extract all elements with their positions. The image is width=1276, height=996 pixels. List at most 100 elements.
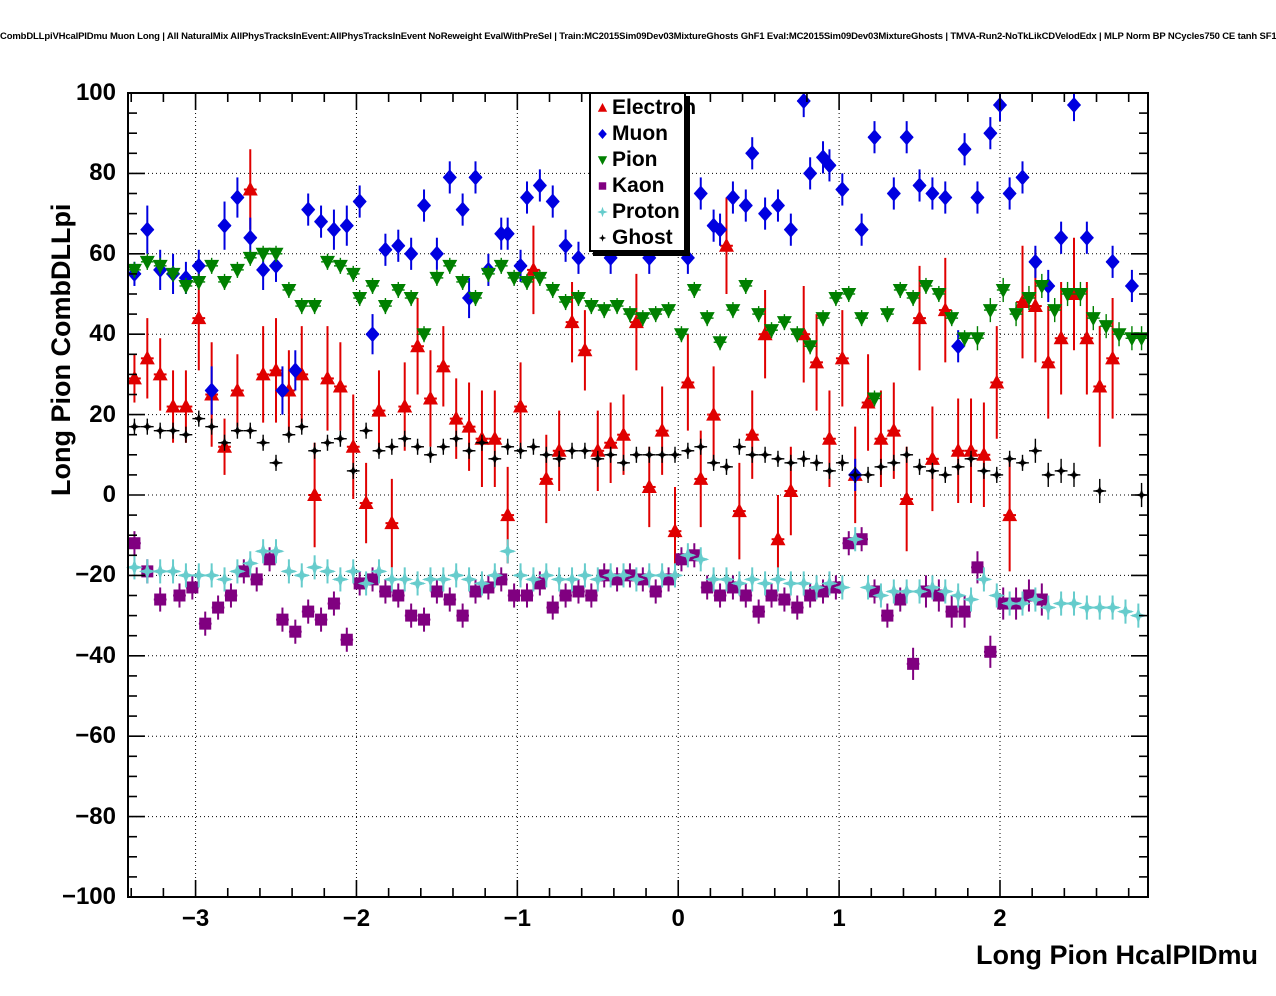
- small-star-marker: [598, 234, 607, 242]
- square-marker: [340, 633, 353, 646]
- small-star-marker: [192, 412, 205, 425]
- square-marker: [765, 589, 778, 602]
- star-marker: [1078, 599, 1096, 617]
- small-star-marker: [514, 444, 527, 457]
- small-star-marker: [965, 452, 978, 465]
- legend-marker-glyph: [597, 103, 608, 112]
- triangle-up-marker: [294, 366, 310, 381]
- small-star-marker: [1003, 452, 1016, 465]
- star-marker: [1039, 599, 1057, 617]
- diamond-marker: [1124, 277, 1139, 294]
- small-star-marker: [594, 227, 611, 249]
- legend-entry-electron[interactable]: Electron: [591, 95, 696, 121]
- triangle-up-marker: [757, 326, 773, 341]
- star-marker: [679, 546, 697, 564]
- star-marker: [216, 570, 234, 588]
- triangle-down-marker: [1060, 288, 1076, 302]
- small-star-marker: [1067, 468, 1080, 481]
- square-marker: [520, 589, 533, 602]
- small-star-marker: [398, 432, 411, 445]
- legend-entry-muon[interactable]: Muon: [591, 121, 684, 147]
- diamond-marker: [532, 177, 547, 194]
- small-star-marker: [257, 436, 270, 449]
- triangle-up-marker: [410, 338, 426, 353]
- small-star-marker: [231, 424, 244, 437]
- star-marker: [370, 562, 388, 580]
- y-tick-label: −40: [75, 641, 116, 669]
- legend-entry-pion[interactable]: Pion: [591, 147, 684, 173]
- triangle-up-marker: [1002, 507, 1018, 522]
- triangle-down-marker: [944, 312, 960, 327]
- star-marker: [756, 574, 774, 592]
- diamond-marker: [951, 338, 966, 355]
- triangle-down-marker: [390, 283, 406, 298]
- triangle-down-marker: [165, 267, 181, 282]
- small-star-marker: [643, 448, 656, 461]
- triangle-down-marker: [583, 300, 599, 315]
- triangle-up-marker: [319, 370, 335, 385]
- triangle-up-marker: [912, 310, 928, 325]
- small-star-marker: [437, 440, 450, 453]
- square-marker: [804, 589, 817, 602]
- star-marker: [537, 566, 555, 584]
- triangle-up-marker: [461, 418, 477, 433]
- triangle-down-marker: [519, 275, 535, 290]
- star-marker: [898, 582, 916, 600]
- star-marker: [743, 570, 761, 588]
- square-marker: [379, 585, 392, 598]
- small-star-marker: [733, 440, 746, 453]
- triangle-up-marker: [770, 531, 786, 546]
- legend-marker-glyph: [598, 129, 607, 139]
- square-marker: [186, 581, 199, 594]
- star-marker: [421, 570, 439, 588]
- diamond-marker: [191, 257, 206, 274]
- star-marker: [254, 542, 272, 560]
- diamond-marker: [1079, 229, 1094, 246]
- square-marker: [984, 645, 997, 658]
- triangle-up-marker: [680, 374, 696, 389]
- legend-entry-kaon[interactable]: Kaon: [591, 173, 684, 199]
- square-marker: [443, 593, 456, 606]
- triangle-up-marker: [229, 382, 245, 397]
- triangle-down-marker: [596, 304, 612, 319]
- diamond-marker: [230, 189, 245, 206]
- small-star-marker: [372, 444, 385, 457]
- square-marker: [958, 605, 971, 618]
- triangle-down-marker: [622, 308, 638, 323]
- triangle-up-marker: [976, 446, 992, 461]
- diamond-marker: [886, 185, 901, 202]
- triangle-down-marker: [429, 271, 445, 286]
- triangle-down-marker: [764, 324, 780, 339]
- triangle-up-marker: [139, 350, 155, 365]
- legend-entry-ghost[interactable]: Ghost: [591, 225, 684, 251]
- star-marker: [241, 554, 259, 572]
- triangle-up-marker: [126, 370, 142, 385]
- diamond-marker: [339, 217, 354, 234]
- star-marker: [692, 550, 710, 568]
- diamond-marker: [693, 185, 708, 202]
- small-star-marker: [527, 440, 540, 453]
- star-marker: [563, 570, 581, 588]
- triangle-down-marker: [1111, 328, 1127, 343]
- diamond-marker: [725, 189, 740, 206]
- legend-label: Ghost: [612, 226, 673, 249]
- small-star-marker: [617, 456, 630, 469]
- small-star-marker: [681, 444, 694, 457]
- triangle-up-marker: [422, 390, 438, 405]
- star-marker: [653, 566, 671, 584]
- triangle-down-marker: [1047, 304, 1063, 319]
- small-star-marker: [501, 440, 514, 453]
- star-marker: [859, 578, 877, 596]
- triangle-up-marker: [594, 97, 611, 119]
- legend-label: Kaon: [612, 174, 665, 197]
- legend-marker-glyph: [597, 206, 608, 218]
- legend-entry-proton[interactable]: Proton: [591, 199, 684, 225]
- triangle-up-marker: [165, 398, 181, 413]
- x-tick-label: 0: [671, 905, 685, 932]
- star-marker: [962, 591, 980, 609]
- diamond-marker: [899, 129, 914, 146]
- triangle-up-marker: [693, 470, 709, 485]
- small-star-marker: [1029, 444, 1042, 457]
- diamond-marker: [140, 221, 155, 238]
